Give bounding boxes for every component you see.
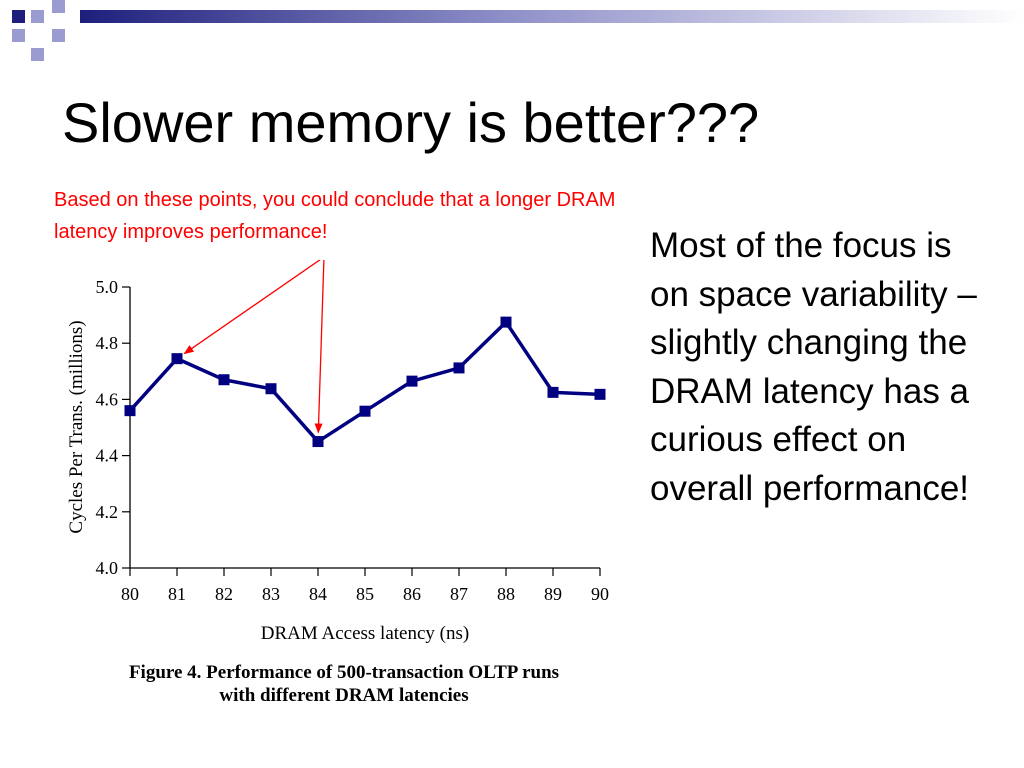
y-tick-label: 5.0	[96, 277, 119, 297]
y-tick-label: 4.6	[96, 389, 119, 409]
line-chart: 4.0 4.2 4.4 4.6 4.8 5.0 80 81 82 83 84 85 86 87 88 89 90…	[30, 260, 630, 660]
data-point	[219, 374, 230, 385]
x-tick-label: 81	[168, 584, 186, 604]
annotation-arrow	[318, 260, 324, 433]
logo-squares	[0, 0, 80, 64]
caption-line-1: Figure 4. Performance of 500-transaction…	[54, 661, 634, 684]
logo-square-dark	[12, 10, 25, 23]
data-point	[548, 387, 559, 398]
logo-square-light	[52, 0, 65, 13]
x-tick-label: 84	[309, 584, 327, 604]
caption-line-2: with different DRAM latencies	[54, 684, 634, 707]
logo-square-light	[31, 48, 44, 61]
y-tick-label: 4.8	[96, 333, 119, 353]
data-point	[454, 362, 465, 373]
x-tick-label: 88	[497, 584, 515, 604]
data-point	[501, 317, 512, 328]
x-tick-label: 83	[262, 584, 280, 604]
logo-square-light	[12, 29, 25, 42]
header-bar	[80, 10, 1024, 23]
y-axis-label: Cycles Per Trans. (millions)	[66, 320, 87, 533]
logo-square-light	[52, 29, 65, 42]
y-tick-label: 4.2	[96, 502, 119, 522]
x-axis-label: DRAM Access latency (ns)	[261, 623, 469, 644]
data-point	[266, 383, 277, 394]
data-point	[172, 353, 183, 364]
x-tick-label: 86	[403, 584, 421, 604]
logo-square-light	[31, 10, 44, 23]
x-tick-label: 89	[544, 584, 562, 604]
x-tick-label: 87	[450, 584, 468, 604]
x-tick-label: 85	[356, 584, 374, 604]
data-point	[313, 436, 324, 447]
slide-title: Slower memory is better???	[62, 92, 759, 154]
data-point	[407, 376, 418, 387]
y-tick-label: 4.0	[96, 558, 119, 578]
callout-text: Based on these points, you could conclud…	[54, 184, 644, 248]
annotation-arrow	[184, 260, 324, 354]
series-line	[130, 322, 600, 441]
x-tick-label: 90	[591, 584, 609, 604]
data-point	[360, 406, 371, 417]
side-text: Most of the focus is on space variabilit…	[650, 222, 995, 513]
x-tick-label: 80	[121, 584, 139, 604]
data-point	[595, 389, 606, 400]
data-point	[125, 405, 136, 416]
y-tick-label: 4.4	[96, 446, 119, 466]
x-tick-label: 82	[215, 584, 233, 604]
figure-caption: Figure 4. Performance of 500-transaction…	[54, 661, 634, 707]
